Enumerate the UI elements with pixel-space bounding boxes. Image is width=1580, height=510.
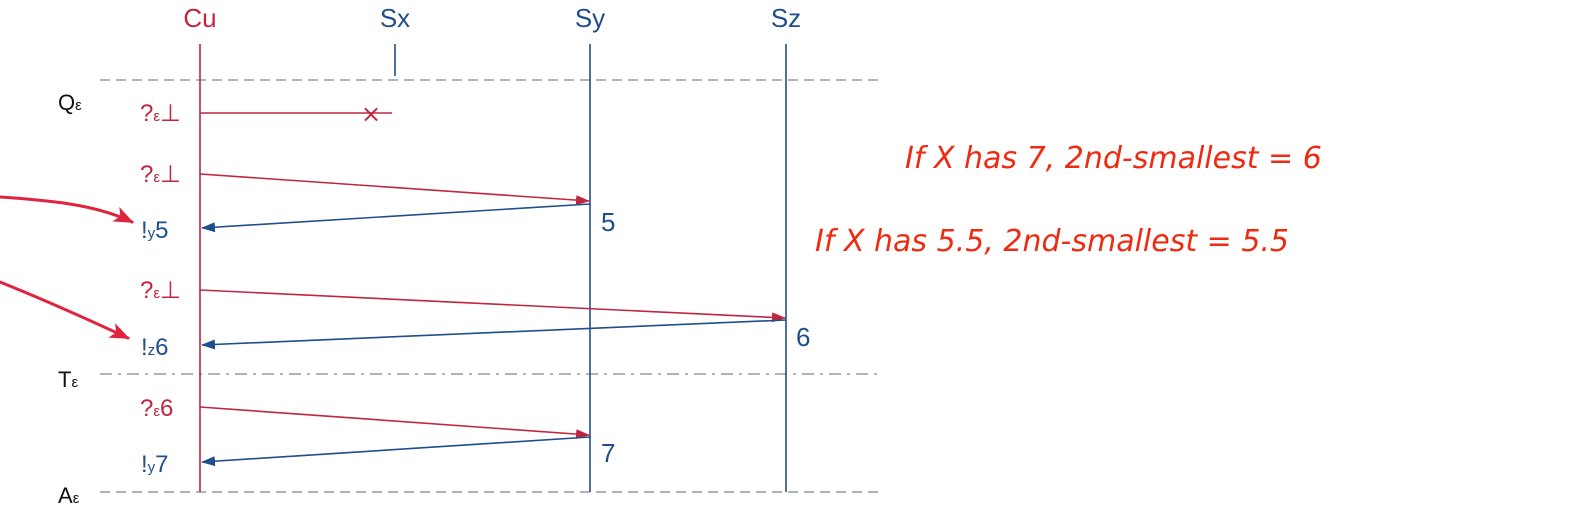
- server-value-sy-2: 7: [601, 438, 615, 468]
- msg-label-6: ?ε6: [140, 395, 173, 422]
- lost-marker: ×: [361, 100, 381, 128]
- reply-arrow-sz: [201, 319, 787, 350]
- phase-label-a: Aε: [58, 483, 80, 508]
- note-line-2: If X has 5.5, 2nd-smallest = 5.5: [815, 224, 1289, 259]
- reply-arrow-sy-2: [201, 436, 591, 467]
- lane-label-sx: Sx: [380, 3, 410, 33]
- request-arrow-sy-2: [199, 406, 590, 440]
- phase-label-t: Tε: [58, 367, 78, 392]
- phase-label-q: Qε: [58, 90, 82, 115]
- request-arrow-sy-1: [199, 173, 590, 206]
- lane-label-cu: Cu: [183, 3, 216, 33]
- annotation-arrow-2: [0, 280, 130, 340]
- msg-label-1: ?ε⊥: [140, 100, 181, 127]
- lane-label-sz: Sz: [771, 3, 801, 33]
- request-arrow-sz: [199, 289, 786, 323]
- note-line-1: If X has 7, 2nd-smallest = 6: [905, 141, 1322, 176]
- reply-arrow-sy-1: [201, 203, 591, 233]
- server-value-sz: 6: [796, 322, 810, 352]
- msg-label-7: !y7: [141, 451, 169, 478]
- lane-label-sy: Sy: [575, 3, 605, 33]
- msg-label-2: ?ε⊥: [140, 161, 181, 188]
- msg-label-5: !z6: [141, 334, 169, 361]
- msg-label-4: ?ε⊥: [140, 277, 181, 304]
- annotation-arrow-1: [0, 195, 134, 224]
- server-value-sy-1: 5: [601, 207, 615, 237]
- msg-label-3: !y5: [141, 217, 169, 244]
